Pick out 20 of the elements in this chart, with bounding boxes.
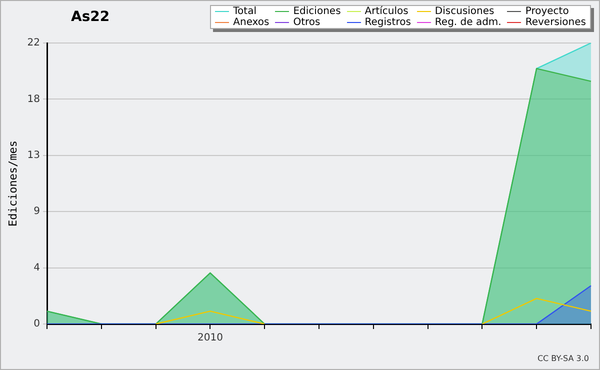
- y-tick-label: 18: [27, 94, 40, 105]
- text: CC BY-SA 3.0: [537, 354, 589, 363]
- legend-label: Artículos: [364, 6, 408, 17]
- legend-label: Discusiones: [434, 6, 494, 17]
- y-tick-label: 22: [27, 38, 40, 49]
- legend-label: Proyecto: [525, 6, 569, 17]
- y-tick-label: 4: [34, 262, 40, 274]
- legend-label: Total: [233, 6, 256, 17]
- legend-label: Otros: [293, 17, 320, 28]
- legend-label: Anexos: [233, 17, 270, 28]
- y-tick-label: 9: [34, 206, 40, 218]
- legend-label: Reversiones: [525, 17, 586, 28]
- chart-title: As22: [71, 9, 110, 25]
- legend-label: Ediciones: [293, 6, 341, 17]
- legend-label: Reg. de adm.: [434, 17, 502, 28]
- y-axis-title: Ediciones/mes: [6, 140, 20, 227]
- x-tick-label: 2010: [197, 332, 223, 344]
- y-tick-label: 0: [34, 318, 40, 330]
- y-tick-label: 13: [27, 150, 40, 161]
- legend-label: Registros: [364, 17, 411, 28]
